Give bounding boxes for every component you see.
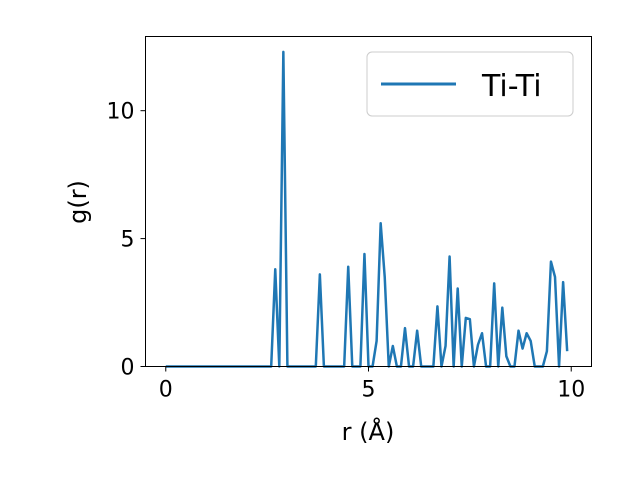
y-tick-label: 0 <box>121 356 135 381</box>
x-axis-label: r (Å) <box>342 417 395 446</box>
ticks-layer: 0 5 10 0 5 10 <box>107 100 586 403</box>
y-tick-label: 10 <box>107 100 135 125</box>
y-tick-label: 5 <box>121 228 135 253</box>
y-axis-label: g(r) <box>64 180 92 224</box>
legend-entry-ti-ti: Ti-Ti <box>481 69 542 104</box>
x-tick-label: 5 <box>362 378 376 403</box>
x-tick-label: 0 <box>159 378 173 403</box>
legend: Ti-Ti <box>366 51 574 117</box>
x-tick-label: 10 <box>557 378 585 403</box>
legend-box <box>366 51 574 117</box>
